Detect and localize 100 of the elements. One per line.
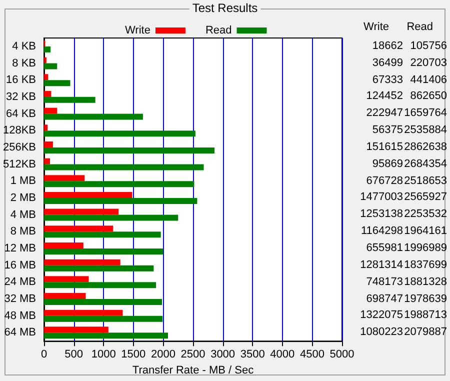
x-tick-label: 5000 xyxy=(330,348,354,361)
y-tick-label: 12 MB xyxy=(4,242,36,254)
text: 2253532 xyxy=(404,208,447,222)
text: 18662 xyxy=(372,40,403,53)
text: 1978639 xyxy=(404,292,447,306)
bar xyxy=(44,80,70,86)
text: Write xyxy=(364,20,389,34)
text: 220703 xyxy=(410,56,447,70)
bar xyxy=(44,214,178,221)
text: 862650 xyxy=(410,90,447,104)
y-tick-label: 24 MB xyxy=(4,276,36,288)
text: 1659764 xyxy=(404,107,447,120)
bar xyxy=(44,124,48,131)
x-tick-label: 2500 xyxy=(180,348,206,361)
x-tick-label: 0 xyxy=(40,348,48,361)
bar xyxy=(44,332,168,339)
y-tick-label: 8 MB xyxy=(10,226,36,238)
bar xyxy=(44,164,204,170)
y-tick-label: 512KB xyxy=(2,158,36,170)
bar xyxy=(44,299,162,306)
bar xyxy=(44,96,96,103)
bar xyxy=(44,208,119,215)
y-tick-label: 64 KB xyxy=(6,108,36,120)
legend-label: Write xyxy=(124,24,150,36)
text: 95869 xyxy=(372,158,403,171)
x-tick-label: 2000 xyxy=(150,348,176,361)
bar xyxy=(44,265,154,272)
bar xyxy=(44,232,161,238)
bar xyxy=(44,259,120,266)
bar xyxy=(44,175,85,182)
text: 1281314 xyxy=(360,258,403,272)
text: 2079887 xyxy=(404,326,447,340)
text: 2862638 xyxy=(404,140,447,154)
bar xyxy=(44,141,53,148)
x-tick-label: 3500 xyxy=(240,348,265,361)
text: 1477003 xyxy=(360,191,403,204)
text: 2535884 xyxy=(404,124,447,138)
bar xyxy=(44,242,84,248)
bar xyxy=(44,326,108,333)
y-tick-label: 1 MB xyxy=(10,175,36,188)
text: 56375 xyxy=(372,124,403,138)
text: 1988713 xyxy=(404,309,447,322)
bar xyxy=(44,90,52,97)
y-tick-label: 32 KB xyxy=(6,90,36,103)
text: 676728 xyxy=(366,174,403,188)
text: 1881328 xyxy=(404,276,447,289)
text: 105756 xyxy=(410,40,447,53)
x-axis-title: Transfer Rate - MB / Sec xyxy=(132,364,254,376)
text: 1080223 xyxy=(360,326,403,340)
text: 36499 xyxy=(372,56,403,70)
text: 1164298 xyxy=(360,225,403,238)
y-tick-label: 8 KB xyxy=(12,57,36,70)
bar xyxy=(44,192,132,198)
bar xyxy=(44,74,48,80)
y-tick-label: 4 MB xyxy=(10,208,36,221)
bar xyxy=(44,282,156,288)
bar xyxy=(44,158,50,164)
y-tick-label: 4 KB xyxy=(12,40,36,52)
bar xyxy=(44,198,198,204)
bar xyxy=(44,293,86,300)
legend-label: Read xyxy=(205,24,232,36)
text: 1837699 xyxy=(404,258,447,272)
bar xyxy=(44,248,164,254)
text: 2565927 xyxy=(404,191,447,204)
y-tick-label: 2 MB xyxy=(10,192,36,204)
bar xyxy=(44,147,214,154)
y-tick-label: 64 MB xyxy=(4,326,36,339)
bar xyxy=(44,276,89,282)
text: 222947 xyxy=(366,107,403,120)
text: 1253138 xyxy=(360,208,403,222)
text: 441406 xyxy=(410,74,447,87)
bar xyxy=(44,181,194,188)
bar xyxy=(44,226,114,232)
y-tick-label: 16 MB xyxy=(4,259,36,272)
bar xyxy=(44,130,196,137)
x-tick-label: 1500 xyxy=(121,348,146,361)
text: 655981 xyxy=(366,242,403,255)
y-tick-label: 16 KB xyxy=(6,74,36,86)
y-tick-label: 256KB xyxy=(2,141,36,154)
y-tick-label: 32 MB xyxy=(4,293,36,306)
bar xyxy=(44,108,58,114)
x-tick-label: 4500 xyxy=(300,348,324,361)
text: 1996989 xyxy=(404,242,447,255)
chart-title: Test Results xyxy=(192,1,258,15)
text: 2518653 xyxy=(404,174,447,188)
text: 1964161 xyxy=(404,225,447,238)
text: 124452 xyxy=(366,90,403,104)
x-tick-label: 500 xyxy=(64,348,84,361)
bar xyxy=(44,316,163,322)
bar xyxy=(44,63,58,70)
text: 2684354 xyxy=(404,158,447,171)
text: Read xyxy=(406,20,433,34)
bar xyxy=(44,114,143,120)
bar xyxy=(44,310,123,316)
y-tick-label: 128KB xyxy=(2,124,36,137)
y-tick-label: 48 MB xyxy=(4,310,36,322)
text: 1322075 xyxy=(360,309,403,322)
x-tick-label: 3000 xyxy=(210,348,236,361)
text: 151615 xyxy=(366,140,403,154)
text: 748173 xyxy=(366,276,403,289)
